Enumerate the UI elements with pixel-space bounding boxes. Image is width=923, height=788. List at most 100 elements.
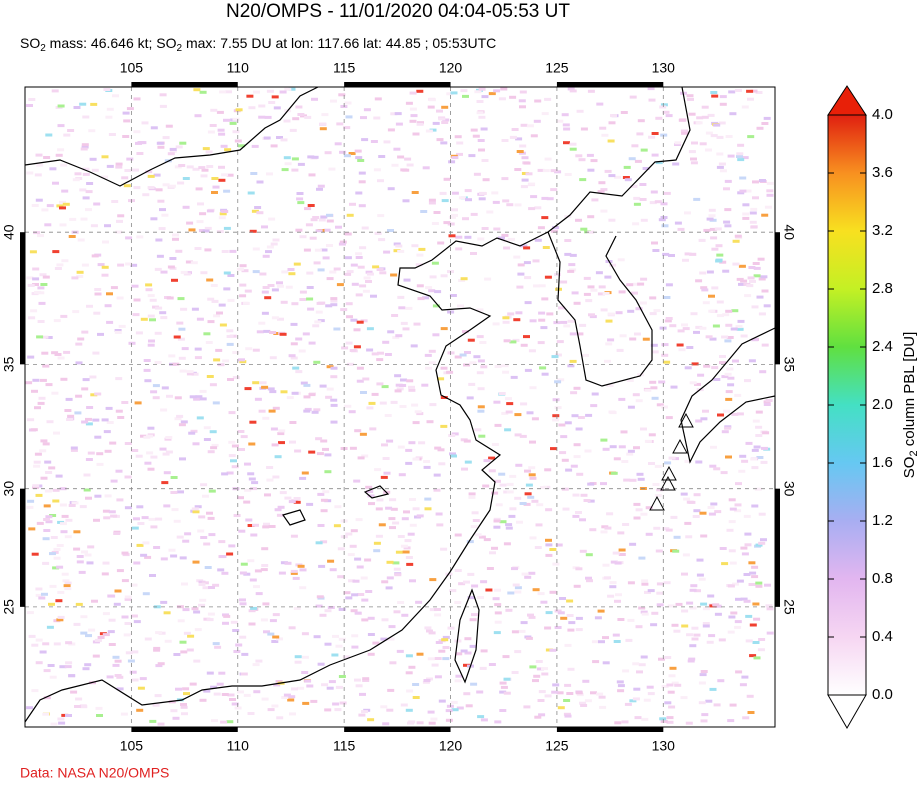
speckle <box>585 553 593 557</box>
speckle <box>544 157 552 161</box>
speckle <box>106 675 114 679</box>
speckle <box>53 642 61 646</box>
speckle <box>732 239 740 243</box>
speckle <box>455 652 463 656</box>
speckle <box>428 289 436 293</box>
speckle <box>634 716 642 720</box>
speckle <box>304 207 312 211</box>
x-tick-label: 115 <box>333 60 356 76</box>
speckle <box>765 399 773 402</box>
speckle <box>276 716 284 720</box>
speckle <box>387 128 395 132</box>
speckle <box>328 167 336 171</box>
speckle <box>272 475 280 479</box>
speckle <box>736 152 744 156</box>
speckle <box>32 485 39 489</box>
speckle <box>299 586 307 590</box>
speckle <box>573 443 581 447</box>
speckle <box>177 181 185 185</box>
speckle <box>735 325 743 329</box>
speckle <box>370 294 377 298</box>
speckle <box>249 229 257 233</box>
speckle <box>50 722 58 726</box>
speckle <box>501 139 509 142</box>
speckle <box>90 393 98 397</box>
speckle <box>464 651 472 655</box>
speckle <box>604 169 612 173</box>
colorbar-tick-label: 0.8 <box>872 570 893 587</box>
speckle <box>45 383 53 387</box>
speckle <box>262 416 270 420</box>
speckle <box>748 561 756 565</box>
x-tick-label: 130 <box>652 60 676 76</box>
y-tick-label: 35 <box>1 356 17 372</box>
speckle <box>268 525 276 528</box>
speckle <box>480 649 488 653</box>
speckle <box>223 271 231 275</box>
speckle <box>501 364 509 368</box>
speckle <box>735 670 743 674</box>
speckle <box>360 391 367 394</box>
speckle <box>688 657 696 661</box>
speckle <box>416 412 424 416</box>
speckle <box>51 89 59 93</box>
speckle <box>117 263 125 267</box>
speckle <box>755 410 763 414</box>
speckle <box>380 705 388 709</box>
speckle <box>321 683 329 687</box>
speckle <box>660 216 668 219</box>
speckle <box>278 571 286 575</box>
speckle <box>355 684 363 688</box>
speckle <box>350 318 358 322</box>
speckle <box>258 321 266 325</box>
speckle <box>693 330 700 334</box>
speckle <box>241 652 249 656</box>
frame-bar <box>20 232 25 365</box>
speckle <box>617 684 625 688</box>
speckle <box>192 560 200 564</box>
speckle <box>168 354 176 358</box>
speckle <box>317 662 325 666</box>
speckle <box>614 721 622 725</box>
speckle <box>572 514 580 518</box>
speckle <box>416 253 424 257</box>
speckle <box>663 296 671 299</box>
speckle <box>252 270 260 274</box>
speckle <box>206 671 214 675</box>
speckle <box>327 606 335 609</box>
speckle <box>26 706 34 710</box>
speckle <box>489 551 496 555</box>
speckle <box>717 679 725 683</box>
speckle <box>380 637 388 641</box>
speckle <box>400 544 408 548</box>
speckle <box>656 582 664 586</box>
speckle <box>499 709 507 712</box>
speckle <box>307 204 315 207</box>
speckle <box>590 404 598 408</box>
speckle <box>186 370 194 374</box>
speckle <box>658 218 666 222</box>
speckle <box>142 193 150 197</box>
speckle <box>57 590 65 594</box>
speckle <box>525 483 533 487</box>
speckle <box>600 438 608 442</box>
speckle <box>639 183 647 186</box>
speckle <box>409 91 417 95</box>
speckle <box>386 708 394 712</box>
speckle <box>188 431 196 435</box>
speckle <box>59 503 67 507</box>
speckle <box>635 399 643 403</box>
speckle <box>228 544 236 548</box>
speckle <box>315 437 323 441</box>
speckle <box>192 167 200 171</box>
speckle <box>181 712 188 716</box>
speckle <box>218 671 226 675</box>
speckle <box>425 286 433 290</box>
speckle <box>253 690 261 694</box>
speckle <box>493 227 501 231</box>
speckle <box>290 569 298 573</box>
speckle <box>746 89 754 93</box>
speckle <box>654 200 662 204</box>
speckle <box>175 145 183 149</box>
